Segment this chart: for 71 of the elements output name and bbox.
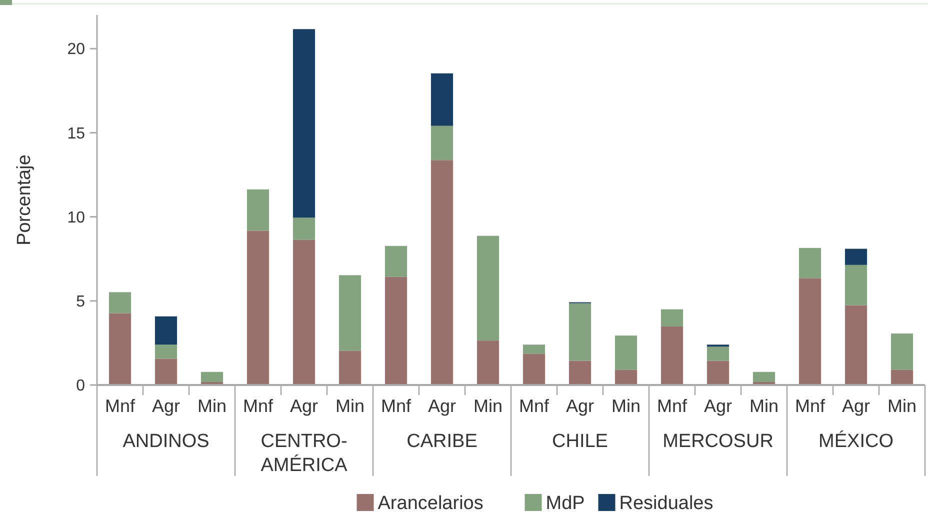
bar (200, 372, 224, 382)
x-tick-label: Agr (428, 396, 456, 416)
bar (154, 344, 178, 359)
bar (614, 336, 638, 370)
x-tick-label: Min (887, 396, 917, 416)
bar (430, 160, 454, 385)
x-tick-label: Agr (290, 396, 318, 416)
x-tick-label: Mnf (656, 396, 688, 416)
bar (890, 334, 914, 370)
x-tick-label: Agr (152, 396, 180, 416)
bar (844, 264, 868, 306)
x-tick-label: Mnf (380, 396, 412, 416)
bar (292, 218, 316, 240)
x-tick-label: Min (473, 396, 503, 416)
x-tick-label: Agr (704, 396, 732, 416)
x-tick-label: Mnf (518, 396, 550, 416)
legend-label: Residuales (619, 493, 714, 514)
x-tick-label: Mnf (794, 396, 826, 416)
x-tick-label: Mnf (104, 396, 136, 416)
bar (384, 246, 408, 277)
bar (154, 316, 178, 345)
y-axis-title: Porcentaje (14, 154, 35, 246)
x-tick-label: Min (749, 396, 779, 416)
bar (706, 346, 730, 361)
bar (292, 29, 316, 218)
text: CHILE (552, 431, 608, 452)
x-tick-label: Min (611, 396, 641, 416)
x-tick-label: Mnf (242, 396, 274, 416)
y-tick-label: 5 (76, 294, 86, 311)
bar (246, 189, 270, 231)
y-tick-label: 15 (67, 125, 86, 142)
bar (568, 303, 592, 361)
bar (522, 344, 546, 354)
bar (476, 236, 500, 341)
bar (844, 305, 868, 385)
bar (108, 292, 132, 314)
legend-label: Arancelarios (378, 493, 484, 514)
bar (476, 340, 500, 385)
bar (522, 354, 546, 385)
text: MÉXICO (818, 430, 894, 452)
text: CARIBE (406, 431, 478, 452)
y-tick-label: 10 (67, 209, 86, 226)
bar (292, 240, 316, 385)
x-tick-label: Agr (842, 396, 870, 416)
bar (338, 275, 362, 351)
x-tick-label: Min (335, 396, 365, 416)
bar (384, 276, 408, 385)
x-tick-label: Agr (566, 396, 594, 416)
text: CENTRO-AMÉRICA (260, 431, 348, 476)
bar (430, 73, 454, 126)
bar (660, 326, 684, 385)
bar (798, 278, 822, 385)
y-tick-label: 20 (67, 41, 86, 58)
bar (246, 230, 270, 385)
bar (154, 358, 178, 385)
bar (844, 248, 868, 265)
bar (890, 370, 914, 385)
text: ANDINOS (122, 431, 210, 452)
x-tick-label: Min (197, 396, 227, 416)
bar (798, 248, 822, 278)
y-tick-label: 0 (76, 378, 86, 395)
legend-label: MdP (546, 493, 585, 514)
bar (614, 370, 638, 385)
bar (108, 313, 132, 385)
bar (660, 309, 684, 326)
text: MERCOSUR (662, 431, 774, 452)
bar (430, 126, 454, 160)
bar (752, 372, 776, 382)
bar (568, 360, 592, 385)
bar (338, 350, 362, 385)
bar (706, 360, 730, 385)
